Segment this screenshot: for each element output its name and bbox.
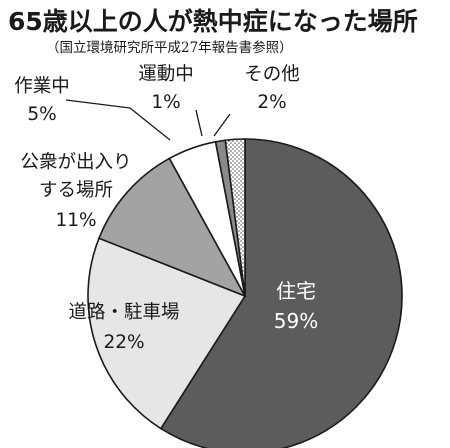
slice-label: 道路・駐車場	[68, 302, 179, 323]
chart-subtitle: （国立環境研究所平成27年報告書参照）	[46, 40, 293, 56]
slice-value-label: 59%	[274, 309, 318, 333]
pie-slice	[87, 237, 247, 430]
pie-slice	[97, 157, 247, 298]
leader-line	[195, 109, 203, 137]
leader-line	[65, 99, 171, 141]
pie-slice	[159, 138, 403, 448]
slice-label: 公衆が出入り	[20, 152, 131, 173]
slice-label: その他	[244, 64, 300, 85]
slice-label: 住宅	[276, 279, 316, 303]
slice-value-label: 5%	[27, 104, 56, 125]
slice-value-label: 2%	[257, 92, 286, 113]
slice-value-label: 11%	[55, 210, 96, 231]
slice-value-label: 22%	[103, 332, 144, 353]
pie-slice	[224, 138, 246, 297]
slice-value-label: 1%	[151, 92, 180, 113]
leader-line	[213, 113, 231, 137]
slice-label: 運動中	[138, 64, 194, 85]
slice-label: 作業中	[14, 76, 70, 97]
chart-title: 65歳以上の人が熱中症になった場所	[8, 7, 418, 36]
slice-label: する場所	[39, 180, 113, 201]
